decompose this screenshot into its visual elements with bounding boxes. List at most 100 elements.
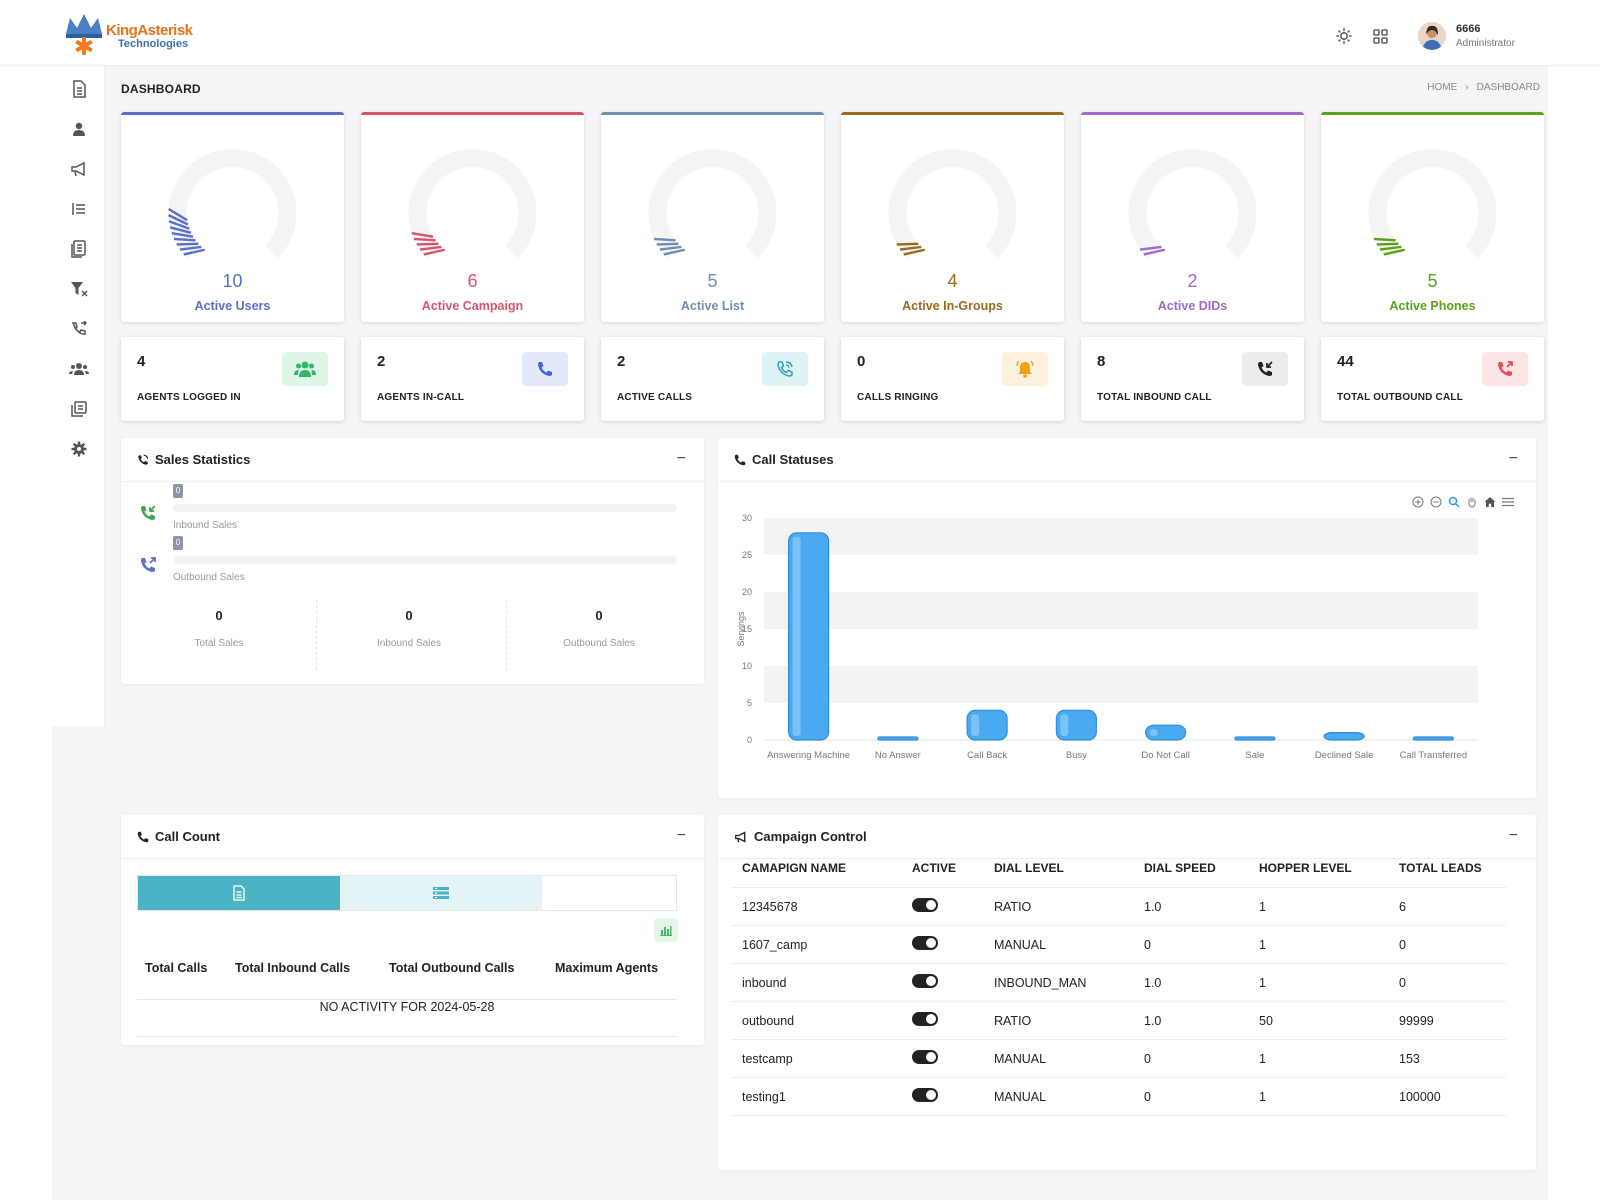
sidebar-document-icon[interactable] bbox=[68, 78, 90, 100]
tab-document[interactable] bbox=[138, 876, 340, 910]
logo[interactable]: KingAsterisk Technologies bbox=[62, 10, 193, 58]
total-sales-summary: 0 Total Sales bbox=[126, 608, 312, 649]
grid-band bbox=[764, 518, 1478, 555]
magnifier-icon[interactable] bbox=[1448, 496, 1460, 508]
campaign-name[interactable]: testcamp bbox=[742, 1052, 793, 1066]
user-name[interactable]: 6666 bbox=[1456, 23, 1481, 35]
bar-call-transferred[interactable] bbox=[1412, 736, 1454, 741]
tab-list[interactable] bbox=[340, 876, 542, 910]
minimize-button[interactable]: − bbox=[1508, 827, 1518, 844]
bar-chart-icon bbox=[660, 926, 672, 936]
avatar[interactable] bbox=[1418, 22, 1446, 50]
minimize-button[interactable]: − bbox=[676, 450, 686, 467]
gauge-stripe bbox=[1383, 248, 1406, 256]
sidebar-megaphone-icon[interactable] bbox=[68, 158, 90, 180]
minimize-button[interactable]: − bbox=[1508, 450, 1518, 467]
divider bbox=[316, 600, 317, 670]
gauge-value: 4 bbox=[947, 271, 958, 291]
table-bottom-border bbox=[732, 1115, 1506, 1116]
campaign-name[interactable]: 1607_camp bbox=[742, 938, 808, 952]
gauge-stripe bbox=[1373, 237, 1396, 242]
bar-declined-sale[interactable] bbox=[1323, 732, 1365, 741]
sidebar-phone-call-icon[interactable] bbox=[68, 318, 90, 340]
breadcrumb-home[interactable]: HOME bbox=[1427, 82, 1458, 93]
sidebar-report-icon[interactable] bbox=[68, 238, 90, 260]
zoom-in-icon[interactable] bbox=[1412, 496, 1424, 508]
column-header: Total Calls bbox=[145, 961, 208, 975]
campaign-name[interactable]: outbound bbox=[742, 1014, 795, 1028]
gauge-card-active-users[interactable]: 10 Active Users bbox=[121, 112, 344, 322]
active-toggle[interactable] bbox=[912, 974, 938, 988]
outbound-sales-bar bbox=[173, 556, 677, 564]
bar-chart-button[interactable] bbox=[654, 918, 678, 942]
sidebar-gear-icon[interactable] bbox=[68, 438, 90, 460]
sidebar-filter-icon[interactable] bbox=[68, 278, 90, 300]
dial-level: INBOUND_MAN bbox=[994, 976, 1087, 990]
stat-card-agents-logged-in[interactable]: 4 AGENTS LOGGED IN bbox=[121, 337, 344, 421]
grid-icon[interactable] bbox=[1370, 26, 1390, 46]
hopper-level: 1 bbox=[1259, 1090, 1266, 1104]
bar-highlight bbox=[971, 714, 980, 736]
sidebar-list-icon[interactable] bbox=[68, 198, 90, 220]
stat-card-total-inbound-call[interactable]: 8 TOTAL INBOUND CALL bbox=[1081, 337, 1304, 421]
bar-no-answer[interactable] bbox=[877, 736, 919, 741]
stat-card-agents-in-call[interactable]: 2 AGENTS IN-CALL bbox=[361, 337, 584, 421]
y-tick-label: 30 bbox=[742, 513, 752, 523]
sidebar-users-group-icon[interactable] bbox=[68, 358, 90, 380]
gauge-stripe bbox=[656, 242, 679, 246]
active-toggle[interactable] bbox=[912, 936, 938, 950]
table-row: testcamp MANUAL 0 1 153 bbox=[732, 1039, 1506, 1077]
menu-icon[interactable] bbox=[1502, 496, 1514, 508]
phone-icon bbox=[734, 454, 746, 465]
dial-speed: 0 bbox=[1144, 938, 1151, 952]
total-leads: 0 bbox=[1399, 976, 1406, 990]
gauge-ring bbox=[648, 149, 777, 259]
empty-message: NO ACTIVITY FOR 2024-05-28 bbox=[137, 999, 677, 1037]
stat-label: ACTIVE CALLS bbox=[617, 392, 693, 403]
sales-title: Sales Statistics bbox=[155, 452, 251, 467]
sun-icon[interactable] bbox=[1334, 26, 1354, 46]
gauge-card-active-in-groups[interactable]: 4 Active In-Groups bbox=[841, 112, 1064, 322]
call-count-title: Call Count bbox=[155, 829, 220, 844]
gauge-track bbox=[888, 149, 1017, 259]
gauge-card-active-list[interactable]: 5 Active List bbox=[601, 112, 824, 322]
hopper-level: 1 bbox=[1259, 976, 1266, 990]
pan-hand-icon[interactable] bbox=[1466, 496, 1478, 508]
sidebar-user-icon[interactable] bbox=[68, 118, 90, 140]
panel-header: Campaign Control − bbox=[718, 815, 1536, 859]
campaign-name[interactable]: 12345678 bbox=[742, 900, 798, 914]
stat-card-active-calls[interactable]: 2 ACTIVE CALLS bbox=[601, 337, 824, 421]
breadcrumb-separator: › bbox=[1465, 82, 1469, 93]
campaign-name[interactable]: inbound bbox=[742, 976, 787, 990]
summary-label: Inbound Sales bbox=[377, 638, 441, 649]
bar-sale[interactable] bbox=[1234, 736, 1276, 741]
stat-card-calls-ringing[interactable]: 0 CALLS RINGING bbox=[841, 337, 1064, 421]
sales-statistics-panel: Sales Statistics − 0 Inbound Sales 0 Out… bbox=[121, 438, 704, 684]
stat-card-total-outbound-call[interactable]: 44 TOTAL OUTBOUND CALL bbox=[1321, 337, 1544, 421]
active-toggle[interactable] bbox=[912, 898, 938, 912]
chart-toolbar bbox=[1412, 496, 1514, 508]
stat-value: 8 bbox=[1097, 353, 1106, 370]
bar-do-not-call[interactable] bbox=[1145, 724, 1187, 741]
zoom-out-icon[interactable] bbox=[1430, 496, 1442, 508]
outbound-sales-badge: 0 bbox=[173, 536, 183, 550]
divider bbox=[506, 600, 507, 670]
call-statuses-panel: Call Statuses − 0 5 10 15 20 25 30 Servings Answ… bbox=[718, 438, 1536, 798]
hopper-level: 1 bbox=[1259, 1052, 1266, 1066]
sidebar-gallery-icon[interactable] bbox=[68, 398, 90, 420]
outgoing-call-icon bbox=[1482, 352, 1528, 386]
minimize-button[interactable]: − bbox=[676, 827, 686, 844]
campaign-name[interactable]: testing1 bbox=[742, 1090, 786, 1104]
gauge-stripe bbox=[1143, 248, 1166, 256]
call-statuses-title: Call Statuses bbox=[752, 452, 834, 467]
y-axis-label: Servings bbox=[736, 611, 746, 647]
active-toggle[interactable] bbox=[912, 1088, 938, 1102]
gauge-card-active-phones[interactable]: 5 Active Phones bbox=[1321, 112, 1544, 322]
gauge-card-active-dids[interactable]: 2 Active DIDs bbox=[1081, 112, 1304, 322]
x-tick-label: Declined Sale bbox=[1315, 750, 1374, 761]
active-toggle[interactable] bbox=[912, 1050, 938, 1064]
active-toggle[interactable] bbox=[912, 1012, 938, 1026]
gauge-card-active-campaign[interactable]: 6 Active Campaign bbox=[361, 112, 584, 322]
dial-speed: 1.0 bbox=[1144, 900, 1162, 914]
home-icon[interactable] bbox=[1484, 496, 1496, 508]
